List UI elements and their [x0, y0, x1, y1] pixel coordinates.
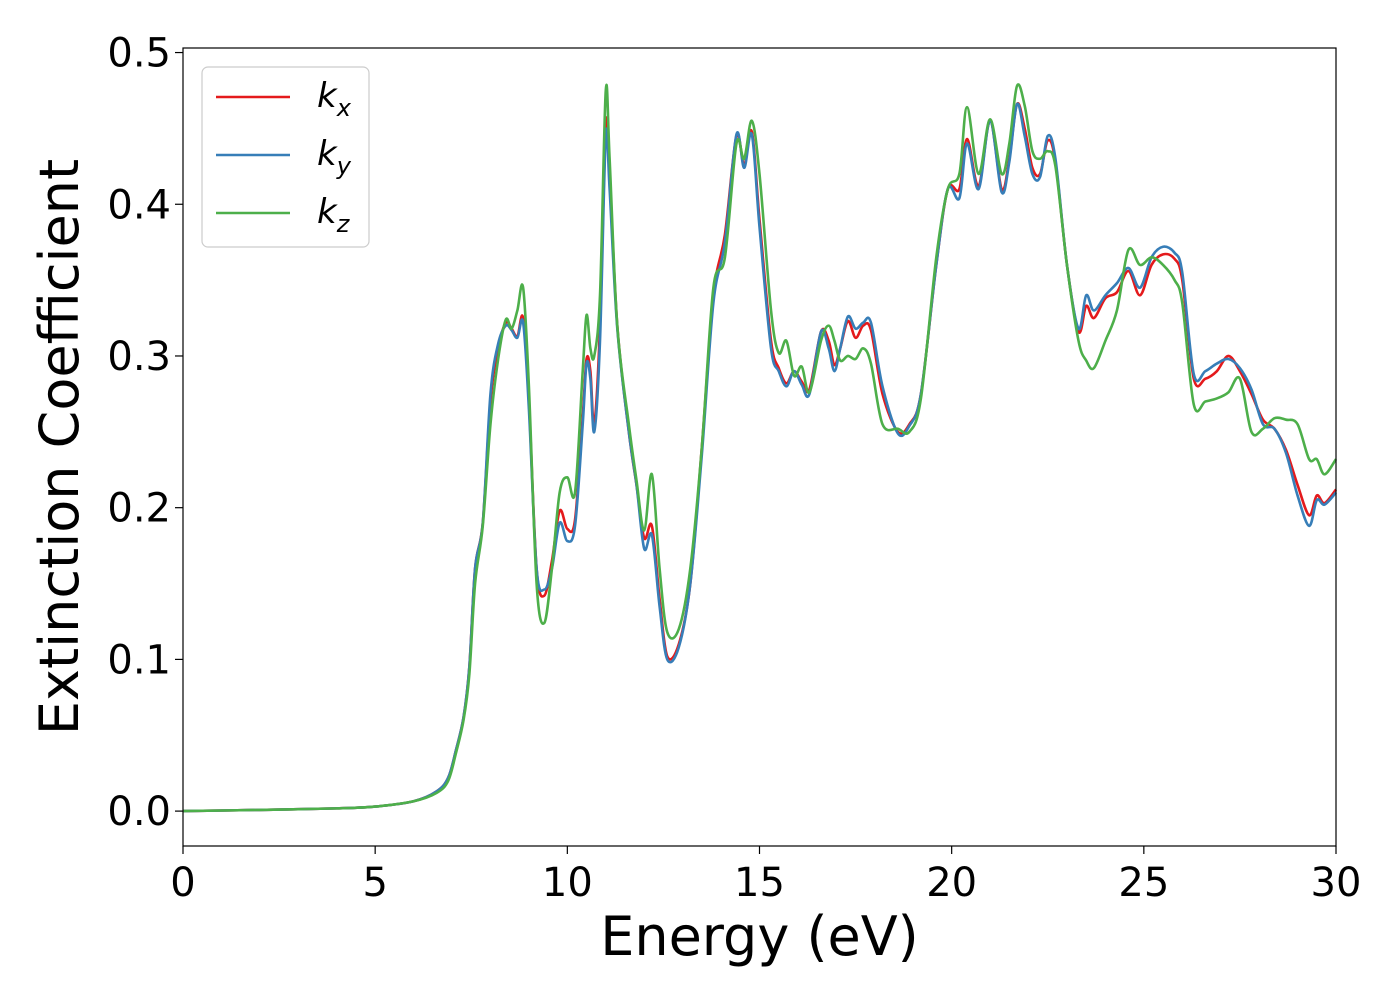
x-axis-label: Energy (eV): [600, 905, 919, 968]
x-tick-label: 25: [1118, 860, 1169, 906]
y-tick-label: 0.4: [107, 182, 171, 228]
y-tick-label: 0.5: [107, 31, 171, 77]
legend-label-z: kz: [317, 192, 351, 238]
series-line-z: [182, 83, 1338, 813]
y-tick-label: 0.0: [107, 789, 171, 835]
y-tick-label: 0.2: [107, 486, 171, 532]
legend-label-y: ky: [317, 134, 352, 180]
legend-label-x: kx: [317, 76, 352, 122]
series-layer: [182, 83, 1338, 813]
y-tick-label: 0.3: [107, 334, 171, 380]
ticks-layer: 0 5 10 15 20 25 30 0.0 0.1 0.2 0.3 0.4 0.5: [107, 31, 1361, 906]
y-tick-label: 0.1: [107, 637, 171, 683]
legend-box: [201, 66, 370, 248]
y-axis-label: Extinction Coefficient: [28, 159, 91, 735]
x-tick-label: 30: [1311, 860, 1362, 906]
x-tick-label: 0: [170, 860, 195, 906]
x-tick-label: 15: [734, 860, 785, 906]
x-tick-label: 10: [542, 860, 593, 906]
legend: kx ky kz: [201, 66, 370, 248]
x-tick-label: 5: [362, 860, 387, 906]
x-tick-label: 20: [926, 860, 977, 906]
